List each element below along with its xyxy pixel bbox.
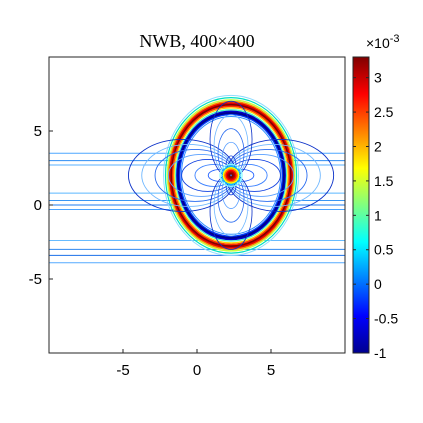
contour-ring: [163, 94, 299, 256]
contour-ring: [170, 103, 292, 247]
y-tick-label: -5: [29, 271, 42, 288]
chart-title: NWB, 400×400: [139, 31, 254, 51]
source-contour: [228, 172, 234, 179]
x-tick-label: 5: [267, 362, 275, 379]
source-contour: [225, 169, 237, 181]
colorbar-tick-label: 0.5: [374, 242, 394, 258]
contour-ring: [164, 97, 298, 254]
contour-lines: [49, 94, 345, 264]
colorbar-tick-label: -1: [374, 345, 387, 361]
contour-ring: [176, 110, 286, 241]
colorbar-tick-label: 0: [374, 276, 382, 292]
plot-area: -5 0 5 5 0 -5: [29, 56, 346, 379]
contour-ring: [177, 111, 285, 239]
colorbar-tick-label: 1: [374, 207, 382, 223]
contour-ring: [169, 102, 293, 249]
x-tick-label: -5: [116, 362, 129, 379]
source-contour: [219, 163, 243, 187]
colorbar-tick-label: -0.5: [374, 311, 398, 327]
contour-ring: [175, 109, 288, 242]
contour-ring: [172, 105, 291, 246]
colorbar-tick-label: 2.5: [374, 104, 394, 120]
colorbar-ticks: 3 2.5 2 1.5 1 0.5 0 -0.5 -1: [353, 70, 398, 361]
source-contour: [221, 165, 241, 185]
y-axis: 5 0 -5: [29, 123, 53, 288]
contour-ring: [173, 107, 289, 244]
source-contour: [226, 171, 236, 180]
colorbar-tick-label: 2: [374, 138, 382, 154]
x-tick-label: 0: [193, 362, 201, 379]
colorbar-fill: [353, 57, 369, 353]
colorbar-frame: [352, 56, 370, 354]
colorbar: 3 2.5 2 1.5 1 0.5 0 -0.5 -1 ×10-3: [352, 33, 400, 361]
colorbar-tick-label: 1.5: [374, 173, 394, 189]
source-contour: [222, 167, 240, 184]
colorbar-exponent-power: -3: [390, 33, 400, 45]
contour-ring: [167, 100, 295, 250]
source-contour: [224, 168, 238, 183]
y-tick-label: 0: [34, 197, 42, 214]
colorbar-tick-label: 3: [374, 70, 382, 86]
y-tick-label: 5: [34, 123, 42, 140]
x-axis: -5 0 5: [116, 349, 275, 379]
colorbar-exponent-base: ×10: [366, 35, 390, 51]
contour-ring: [166, 99, 296, 252]
colorbar-exponent: ×10-3: [366, 33, 400, 51]
